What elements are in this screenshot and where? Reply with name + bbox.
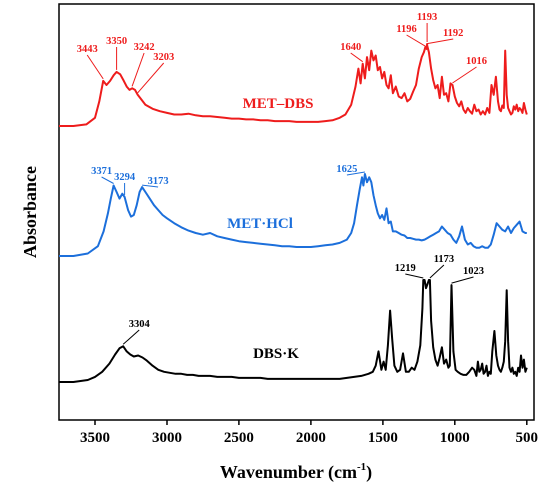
- peak-label-1196: 1196: [396, 24, 416, 35]
- peak-label-1173: 1173: [434, 254, 454, 265]
- x-axis-title-main: Wavenumber (cm: [220, 462, 357, 483]
- peak-leader-1219: [405, 273, 424, 279]
- series-label-layer: MET–DBS MET·HCl DBS·K: [227, 96, 313, 362]
- spectrum-line-1: [59, 43, 528, 127]
- series-label-1: MET–DBS: [243, 96, 314, 112]
- peak-leader-3242: [131, 52, 145, 87]
- peak-leader-1640: [350, 52, 363, 63]
- peak-label-3371: 3371: [91, 166, 112, 177]
- x-tick-label-500: 500: [516, 430, 539, 446]
- peak-leader-1625: [346, 171, 365, 176]
- peak-label-3294: 3294: [114, 172, 136, 183]
- peak-leader-3203: [137, 62, 165, 94]
- peak-label-1192: 1192: [443, 28, 463, 39]
- peak-leader-1016: [452, 66, 477, 84]
- x-axis-ticks: 3500 3000 2500 2000 1500 1000 500: [80, 420, 538, 446]
- x-tick-label-3000: 3000: [152, 430, 182, 446]
- peak-leader-3304: [122, 329, 140, 345]
- peak-leader-1192: [427, 38, 454, 45]
- peak-leader-3173: [142, 184, 159, 188]
- plot-frame: [58, 3, 535, 421]
- peak-leader-3443: [86, 54, 104, 80]
- series-label-3: DBS·K: [253, 346, 299, 362]
- x-tick-label-2500: 2500: [224, 430, 254, 446]
- peak-label-1625: 1625: [336, 164, 357, 175]
- x-axis-title: Wavenumber (cm-1): [220, 461, 372, 483]
- peak-leader-1196: [406, 34, 427, 48]
- x-axis-title-close: ): [366, 462, 372, 483]
- peak-label-1016: 1016: [466, 56, 487, 67]
- series-layer: [59, 43, 528, 383]
- peak-label-3350: 3350: [106, 36, 127, 47]
- spectrum-line-3: [59, 279, 528, 383]
- peak-label-1193: 1193: [417, 12, 437, 23]
- peak-label-3242: 3242: [134, 42, 155, 53]
- peak-label-1219: 1219: [395, 263, 416, 274]
- x-tick-label-1500: 1500: [368, 430, 398, 446]
- x-tick-label-2000: 2000: [296, 430, 326, 446]
- series-label-2: MET·HCl: [227, 216, 293, 232]
- y-axis-title: Absorbance: [20, 166, 40, 258]
- spectrum-line-2: [59, 173, 527, 257]
- peak-leader-1023: [451, 276, 474, 284]
- peak-label-3304: 3304: [129, 319, 151, 330]
- peak-label-3203: 3203: [153, 52, 174, 63]
- peak-label-3443: 3443: [77, 44, 98, 55]
- peak-leader-1173: [429, 264, 445, 279]
- peak-leader-3371: [101, 176, 114, 184]
- x-tick-label-1000: 1000: [440, 430, 470, 446]
- x-tick-label-3500: 3500: [80, 430, 110, 446]
- peak-label-3173: 3173: [148, 176, 169, 187]
- x-axis-title-superscript: -1: [357, 461, 366, 473]
- peak-label-1023: 1023: [463, 266, 484, 277]
- peak-label-1640: 1640: [340, 42, 361, 53]
